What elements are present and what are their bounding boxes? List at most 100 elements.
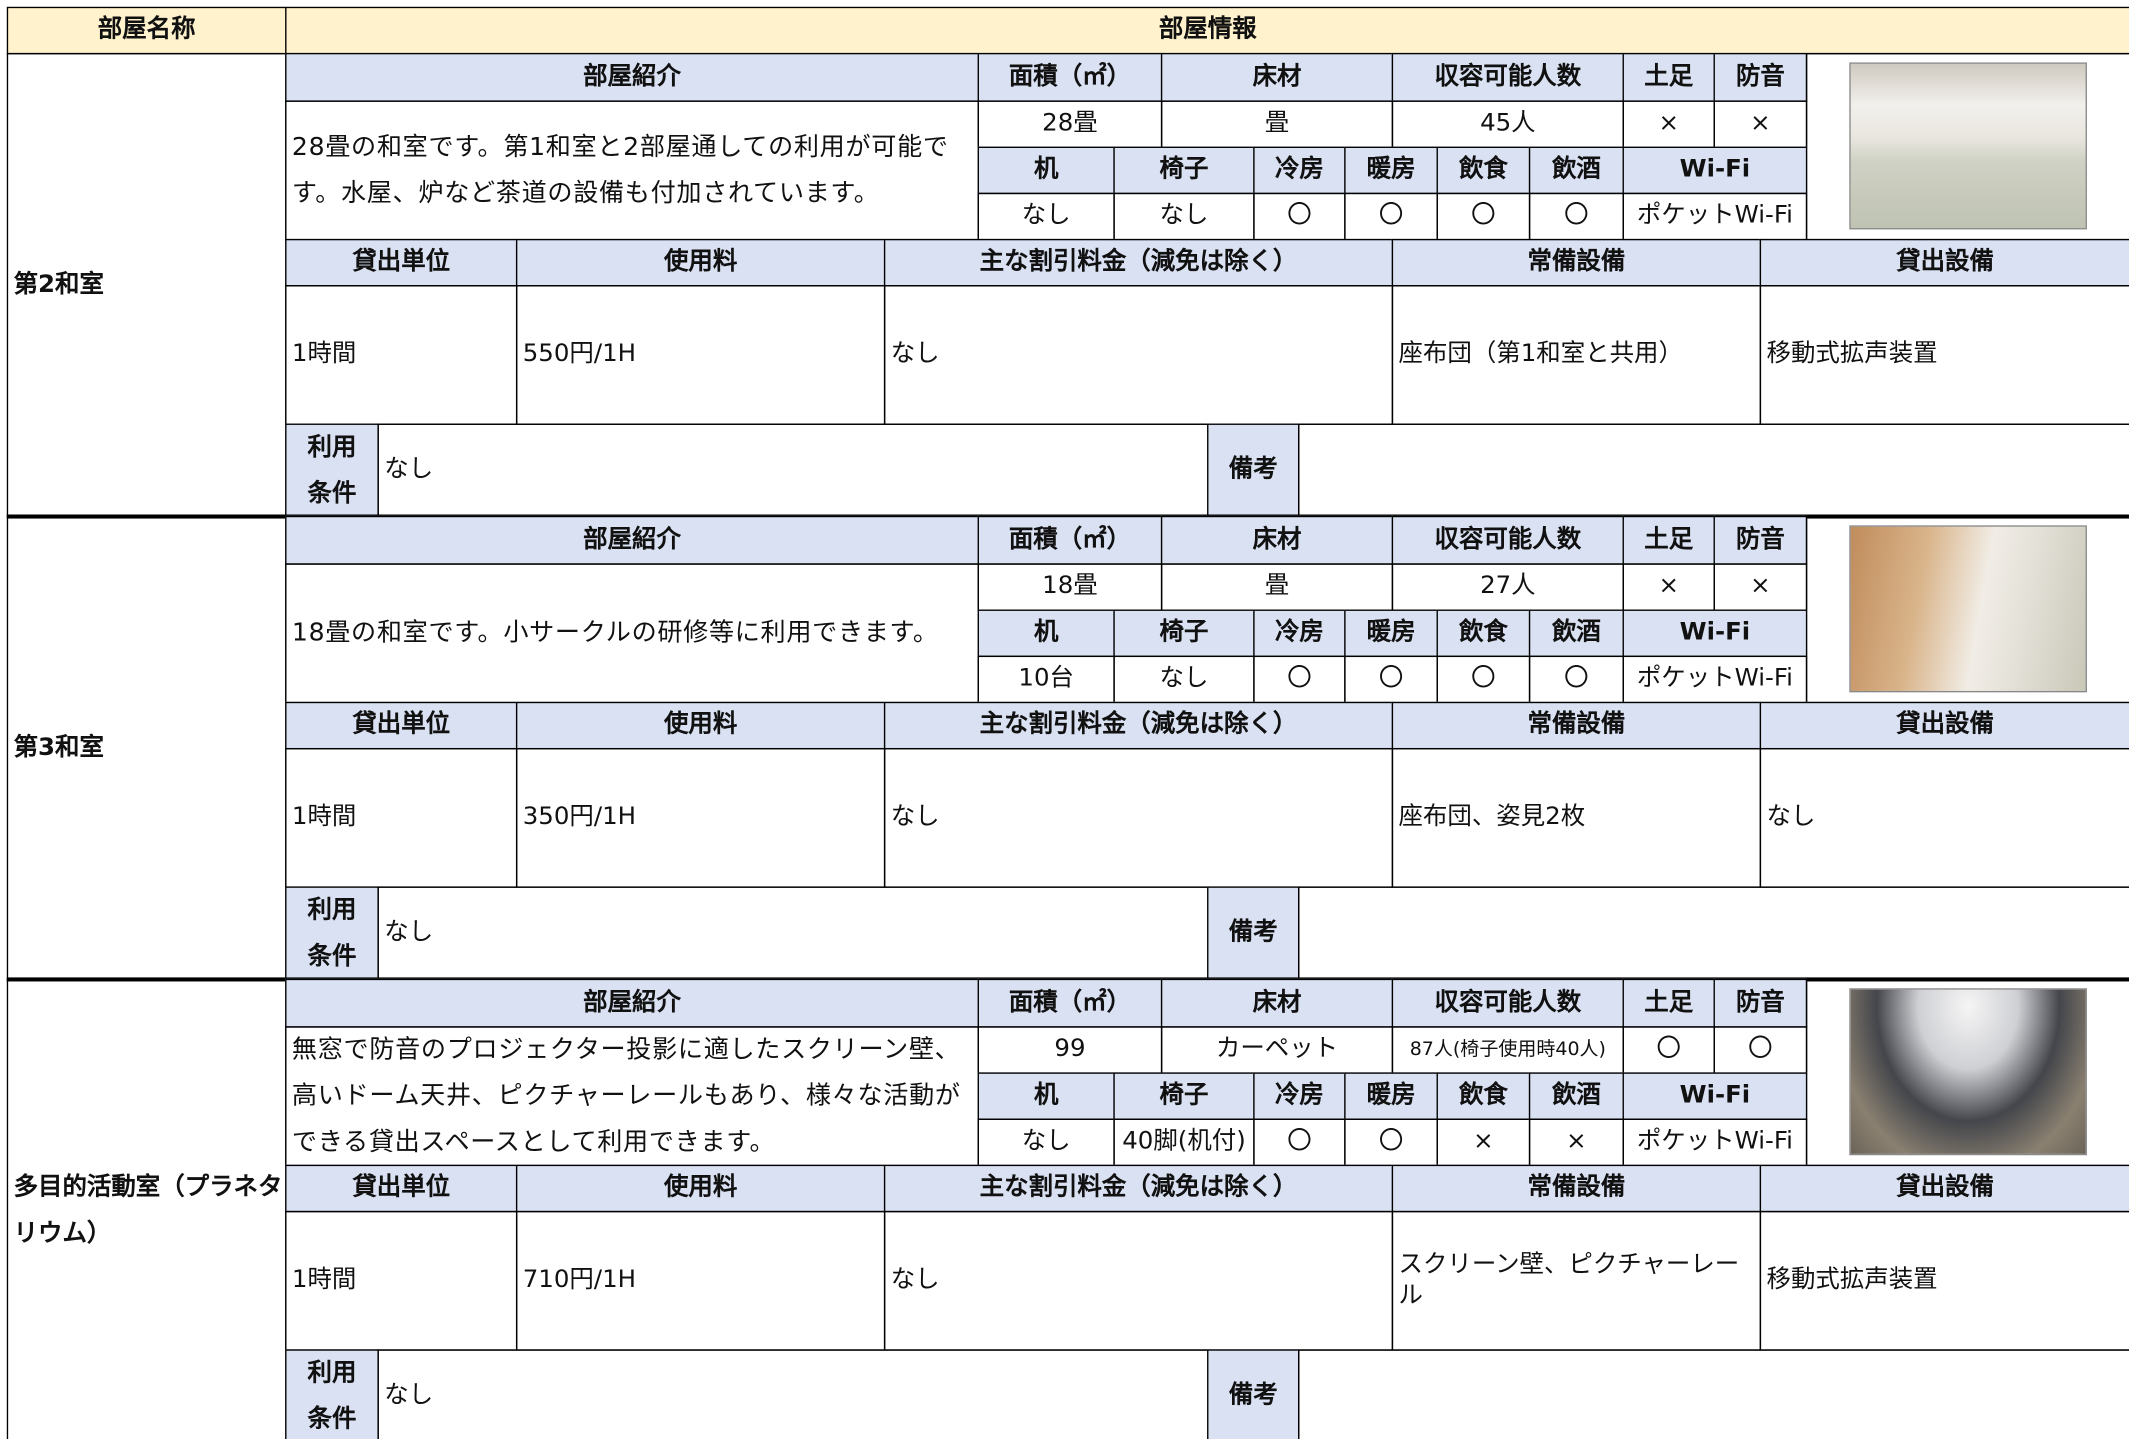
label-soundproof: 防音: [1713, 515, 1808, 565]
chair-value: なし: [1113, 655, 1255, 704]
shoes-value: ×: [1622, 100, 1715, 148]
label-cooling: 冷房: [1253, 146, 1346, 195]
label-remarks: 備考: [1207, 1349, 1300, 1439]
label-shoes: 土足: [1622, 515, 1715, 565]
room-photo: [1849, 525, 2087, 693]
label-equipment: 常備設備: [1391, 1164, 1762, 1213]
soundproof-value: ×: [1713, 563, 1808, 611]
label-discount: 主な割引料金（減免は除く）: [883, 238, 1394, 287]
wifi-value: ポケットWi-Fi: [1622, 192, 1808, 241]
label-heating: 暖房: [1344, 609, 1438, 658]
food-value: 〇: [1436, 192, 1531, 241]
food-value: ×: [1436, 1118, 1531, 1167]
room-photo: [1849, 988, 2087, 1156]
label-cooling: 冷房: [1253, 609, 1346, 658]
label-discount: 主な割引料金（減免は除く）: [883, 701, 1394, 750]
label-shoes: 土足: [1622, 52, 1715, 102]
floor-value: カーペット: [1160, 1026, 1394, 1074]
heating-value: 〇: [1344, 1118, 1438, 1167]
label-remarks: 備考: [1207, 886, 1300, 981]
label-alcohol: 飲酒: [1528, 1072, 1624, 1120]
room-name: 第2和室: [6, 52, 287, 518]
label-rental: 貸出設備: [1759, 1164, 2129, 1213]
label-chair: 椅子: [1113, 1072, 1255, 1120]
label-desk: 机: [977, 609, 1115, 658]
floor-value: 畳: [1160, 563, 1394, 611]
equipment-value: スクリーン壁、ピクチャーレール: [1391, 1210, 1762, 1351]
room-intro: 無窓で防音のプロジェクター投影に適したスクリーン壁、高いドーム天井、ピクチャーレ…: [285, 1026, 979, 1167]
room-intro: 28畳の和室です。第1和室と2部屋通しての利用が可能です。水屋、炉など茶道の設備…: [285, 100, 979, 241]
label-intro: 部屋紹介: [285, 52, 979, 102]
soundproof-value: 〇: [1713, 1026, 1808, 1074]
header-room-info: 部屋情報: [285, 6, 2129, 55]
label-unit: 貸出単位: [285, 701, 518, 750]
fee-value: 550円/1H: [515, 285, 886, 425]
unit-value: 1時間: [285, 1210, 518, 1351]
label-food: 飲食: [1436, 146, 1531, 195]
wifi-value: ポケットWi-Fi: [1622, 655, 1808, 704]
equipment-value: 座布団、姿見2枚: [1391, 747, 1762, 888]
label-soundproof: 防音: [1713, 978, 1808, 1028]
desk-value: なし: [977, 192, 1115, 241]
label-wifi: Wi-Fi: [1622, 609, 1808, 658]
label-fee: 使用料: [515, 1164, 886, 1213]
header-room-name: 部屋名称: [6, 6, 287, 55]
label-fee: 使用料: [515, 238, 886, 287]
label-unit: 貸出単位: [285, 238, 518, 287]
chair-value: 40脚(机付): [1113, 1118, 1255, 1167]
capacity-value: 87人(椅子使用時40人): [1391, 1026, 1624, 1074]
rental-value: 移動式拡声装置: [1759, 285, 2129, 425]
discount-value: なし: [883, 285, 1394, 425]
heating-value: 〇: [1344, 192, 1438, 241]
label-wifi: Wi-Fi: [1622, 146, 1808, 195]
fee-value: 710円/1H: [515, 1210, 886, 1351]
label-food: 飲食: [1436, 1072, 1531, 1120]
area-value: 18畳: [977, 563, 1163, 611]
label-capacity: 収容可能人数: [1391, 52, 1624, 102]
label-wifi: Wi-Fi: [1622, 1072, 1808, 1120]
remarks-value: [1298, 1349, 2129, 1439]
floor-value: 畳: [1160, 100, 1394, 148]
label-shoes: 土足: [1622, 978, 1715, 1028]
label-rental: 貸出設備: [1759, 701, 2129, 750]
shoes-value: 〇: [1622, 1026, 1715, 1074]
room-photo: [1849, 62, 2087, 230]
area-value: 99: [977, 1026, 1163, 1074]
rental-value: 移動式拡声装置: [1759, 1210, 2129, 1351]
soundproof-value: ×: [1713, 100, 1808, 148]
conditions-value: なし: [377, 886, 1209, 981]
label-unit: 貸出単位: [285, 1164, 518, 1213]
alcohol-value: ×: [1528, 1118, 1624, 1167]
label-intro: 部屋紹介: [285, 978, 979, 1028]
heating-value: 〇: [1344, 655, 1438, 704]
cooling-value: 〇: [1253, 192, 1346, 241]
label-desk: 机: [977, 1072, 1115, 1120]
label-intro: 部屋紹介: [285, 515, 979, 565]
label-floor: 床材: [1160, 978, 1394, 1028]
capacity-value: 45人: [1391, 100, 1624, 148]
remarks-value: [1298, 423, 2129, 518]
label-cooling: 冷房: [1253, 1072, 1346, 1120]
chair-value: なし: [1113, 192, 1255, 241]
food-value: 〇: [1436, 655, 1531, 704]
label-fee: 使用料: [515, 701, 886, 750]
capacity-value: 27人: [1391, 563, 1624, 611]
label-conditions: 利用条件: [285, 1349, 379, 1439]
rental-value: なし: [1759, 747, 2129, 888]
area-value: 28畳: [977, 100, 1163, 148]
label-food: 飲食: [1436, 609, 1531, 658]
label-floor: 床材: [1160, 515, 1394, 565]
label-area: 面積（㎡）: [977, 52, 1163, 102]
label-alcohol: 飲酒: [1528, 146, 1624, 195]
label-soundproof: 防音: [1713, 52, 1808, 102]
label-conditions: 利用条件: [285, 423, 379, 518]
label-equipment: 常備設備: [1391, 238, 1762, 287]
discount-value: なし: [883, 1210, 1394, 1351]
label-capacity: 収容可能人数: [1391, 515, 1624, 565]
label-chair: 椅子: [1113, 146, 1255, 195]
conditions-value: なし: [377, 1349, 1209, 1439]
unit-value: 1時間: [285, 285, 518, 425]
label-equipment: 常備設備: [1391, 701, 1762, 750]
cooling-value: 〇: [1253, 1118, 1346, 1167]
